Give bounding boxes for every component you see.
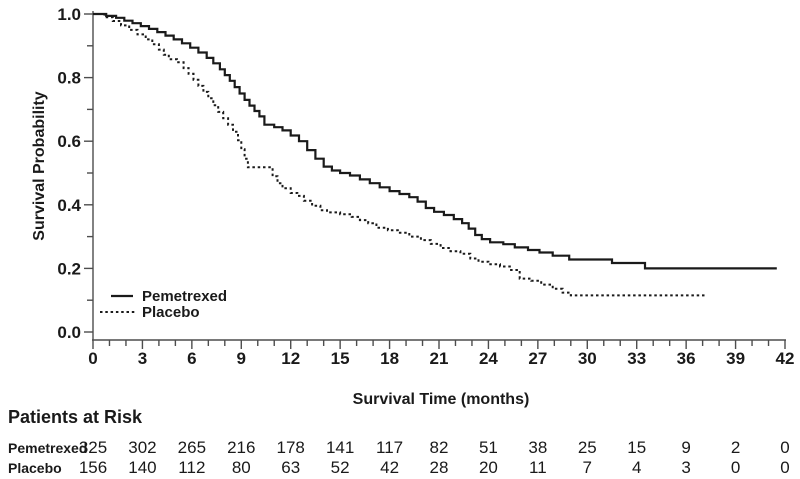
x-tick-label: 12: [281, 349, 300, 368]
risk-count: 112: [178, 458, 205, 477]
risk-count: 7: [583, 458, 592, 477]
x-tick-label: 9: [237, 349, 246, 368]
legend-label-pemetrexed: Pemetrexed: [142, 288, 227, 305]
y-tick-label: 0.0: [57, 323, 81, 342]
risk-count: 2: [731, 438, 740, 457]
survival-curves: [93, 12, 777, 297]
risk-count: 25: [578, 438, 597, 457]
risk-count: 42: [380, 458, 399, 477]
y-tick-label: 0.2: [57, 259, 81, 278]
y-tick-label: 0.6: [57, 132, 81, 151]
risk-count: 20: [479, 458, 498, 477]
risk-count: 265: [178, 438, 206, 457]
x-tick-label: 3: [138, 349, 147, 368]
risk-count: 302: [128, 438, 156, 457]
risk-count: 4: [632, 458, 641, 477]
risk-count: 325: [79, 438, 107, 457]
risk-count: 11: [529, 458, 547, 477]
risk-count: 9: [681, 438, 690, 457]
x-tick-label: 33: [627, 349, 646, 368]
risk-table-title: Patients at Risk: [8, 407, 143, 427]
risk-count: 63: [281, 458, 300, 477]
axes: 0 3 6 9 12 15 18 21 24 27 30 33 36 39 420.00.20.40.60.…: [57, 5, 794, 368]
x-tick-label: 27: [528, 349, 547, 368]
risk-count: 141: [326, 438, 354, 457]
risk-count: 28: [430, 458, 449, 477]
risk-count: 156: [79, 458, 107, 477]
x-tick-label: 42: [776, 349, 795, 368]
risk-row-label: Placebo: [8, 460, 62, 476]
curve-pemetrexed: [93, 12, 777, 270]
x-tick-label: 15: [331, 349, 350, 368]
risk-count: 80: [232, 458, 251, 477]
y-tick-label: 0.4: [57, 196, 81, 215]
risk-count: 51: [479, 438, 498, 457]
risk-count: 0: [780, 458, 789, 477]
y-axis-title: Survival Probability: [31, 91, 48, 240]
risk-count: 216: [227, 438, 255, 457]
risk-row-label: Pemetrexed: [8, 440, 87, 456]
x-tick-label: 36: [677, 349, 696, 368]
curve-placebo: [93, 13, 706, 297]
x-tick-label: 30: [578, 349, 597, 368]
legend-label-placebo: Placebo: [142, 304, 200, 321]
risk-count: 0: [731, 458, 740, 477]
risk-count: 0: [780, 438, 789, 457]
x-tick-label: 6: [187, 349, 196, 368]
y-tick-label: 0.8: [57, 69, 81, 88]
risk-count: 117: [376, 438, 403, 457]
risk-count: 52: [331, 458, 350, 477]
x-tick-label: 39: [726, 349, 745, 368]
risk-count: 82: [430, 438, 449, 457]
risk-count: 140: [128, 458, 156, 477]
risk-count: 38: [528, 438, 547, 457]
x-axis-title: Survival Time (months): [353, 391, 530, 408]
x-tick-label: 0: [88, 349, 97, 368]
x-tick-label: 18: [380, 349, 399, 368]
risk-count: 3: [681, 458, 690, 477]
x-tick-label: 21: [430, 349, 449, 368]
y-tick-label: 1.0: [57, 5, 81, 24]
risk-count: 178: [277, 438, 305, 457]
x-tick-label: 24: [479, 349, 498, 368]
legend: Pemetrexed Placebo: [100, 288, 227, 321]
risk-count: 15: [627, 438, 646, 457]
